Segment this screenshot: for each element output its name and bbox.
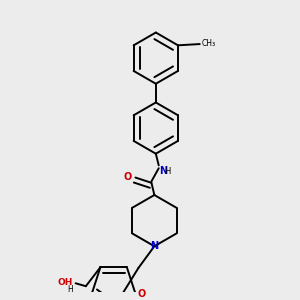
Text: H: H xyxy=(68,285,73,294)
Text: CH₃: CH₃ xyxy=(201,39,215,48)
Text: N: N xyxy=(150,241,158,251)
Text: O: O xyxy=(137,289,146,299)
Text: N: N xyxy=(159,166,167,176)
Text: O: O xyxy=(124,172,132,182)
Text: OH: OH xyxy=(58,278,73,287)
Text: H: H xyxy=(164,167,170,176)
